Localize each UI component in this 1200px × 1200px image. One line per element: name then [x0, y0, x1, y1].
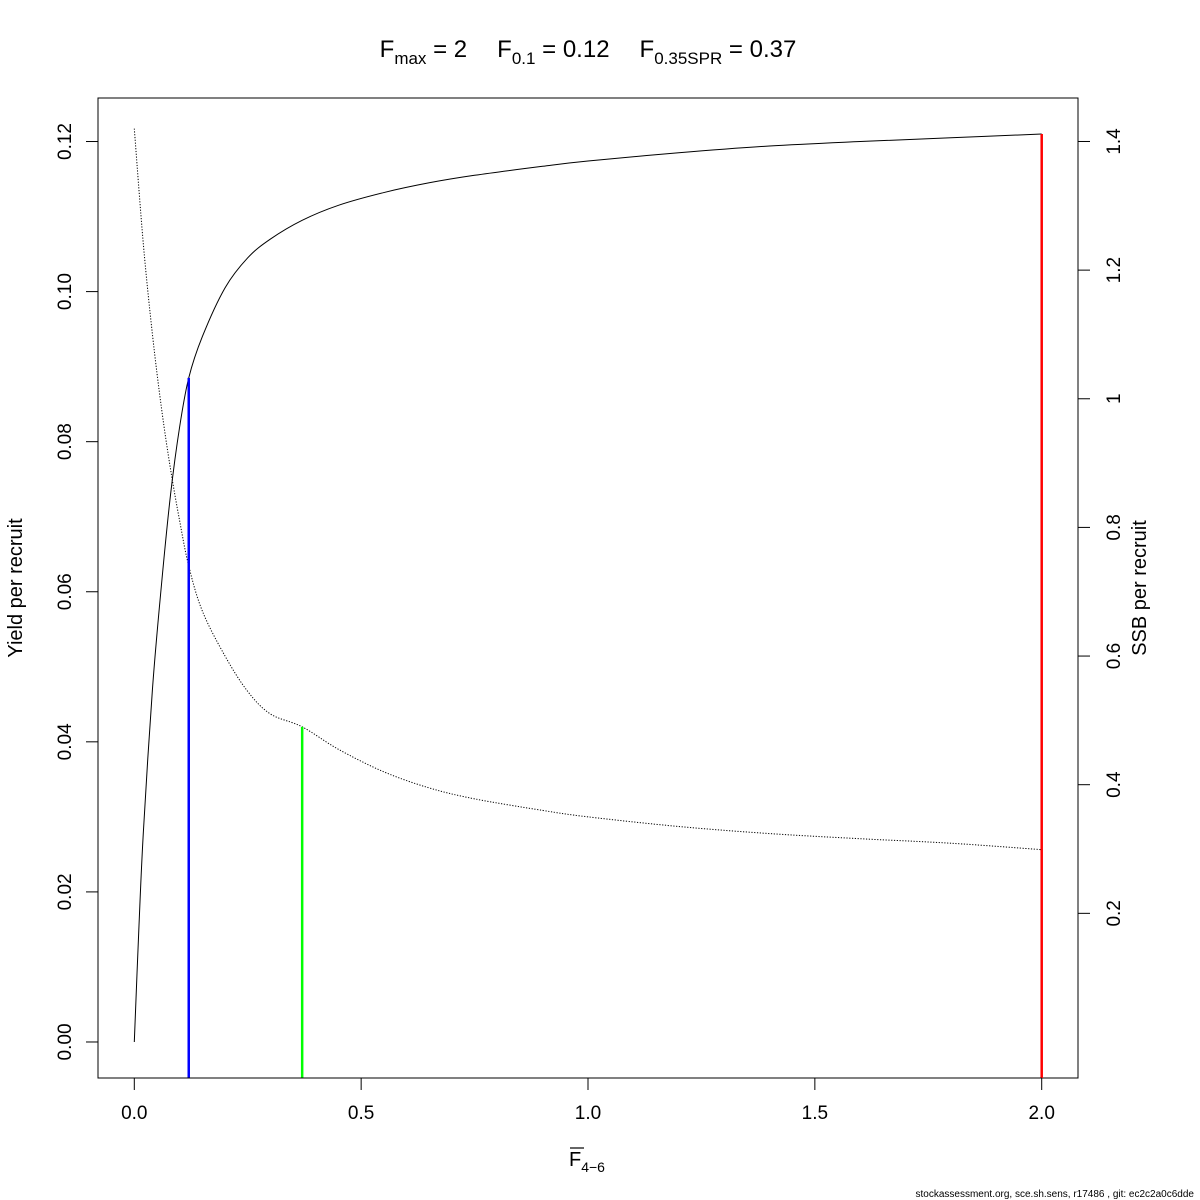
x-tick-label: 2.0	[1028, 1103, 1054, 1124]
x-axis-label-symbol: F	[569, 1149, 581, 1171]
title-fmax-subscript: max	[394, 49, 427, 68]
title-fmax-value: 2	[454, 36, 467, 63]
y2-tick-label: 1.4	[1104, 128, 1125, 155]
chart-title: Fmax = 2 F0.1 = 0.12 F0.35SPR = 0.37	[380, 36, 797, 68]
title-f01-value: 0.12	[563, 36, 610, 63]
title-f01-symbol: F	[497, 36, 512, 63]
series-layer	[133, 128, 1042, 1042]
x-tick-label: 0.0	[121, 1103, 147, 1124]
x-tick-label: 0.5	[348, 1103, 374, 1124]
y-tick-label: 0.08	[55, 423, 76, 460]
reference-lines	[187, 134, 1043, 1078]
y2-tick-label: 1.2	[1104, 257, 1125, 283]
y-tick-label: 0.06	[55, 573, 76, 610]
x-axis-label: F4−6	[569, 1147, 605, 1175]
plot-frame	[97, 97, 1079, 1079]
y-axis-right: 0.2 0.4 0.6 0.8 1 1.2 1.4	[1077, 128, 1125, 927]
y2-tick-label: 0.8	[1104, 514, 1125, 540]
y2-tick-label: 0.6	[1104, 643, 1125, 669]
y-tick-label: 0.00	[55, 1023, 76, 1060]
x-tick-label: 1.0	[575, 1103, 601, 1124]
y-tick-label: 0.02	[55, 873, 76, 910]
x-axis-label-subscript: 4−6	[581, 1159, 605, 1175]
y-axis-left: 0.00 0.02 0.04 0.06 0.08 0.10 0.12	[55, 123, 99, 1060]
y-tick-label: 0.10	[55, 273, 76, 310]
title-fspr-subscript: 0.35SPR	[654, 49, 722, 68]
y-axis-label: Yield per recruit	[5, 518, 27, 658]
x-axis: 0.0 0.5 1.0 1.5 2.0	[121, 1077, 1055, 1124]
y-tick-label: 0.12	[55, 123, 76, 160]
y2-tick-label: 0.2	[1104, 900, 1125, 926]
title-fspr-symbol: F	[640, 36, 655, 63]
y2-tick-label: 1	[1104, 393, 1125, 404]
svg-text:F4−6: F4−6	[569, 1149, 605, 1175]
y2-axis-label: SSB per recruit	[1129, 520, 1151, 656]
ssb-per-recruit-line	[133, 128, 1042, 851]
y-tick-label: 0.04	[55, 723, 76, 760]
x-tick-label: 1.5	[802, 1103, 828, 1124]
footer-note: stockassessment.org, sce.sh.sens, r17486…	[916, 1189, 1195, 1200]
title-f01-subscript: 0.1	[512, 49, 536, 68]
y2-tick-label: 0.4	[1104, 771, 1125, 798]
title-fmax-symbol: F	[380, 36, 395, 63]
yield-per-recruit-line	[133, 133, 1042, 1042]
title-fspr-value: 0.37	[750, 36, 797, 63]
